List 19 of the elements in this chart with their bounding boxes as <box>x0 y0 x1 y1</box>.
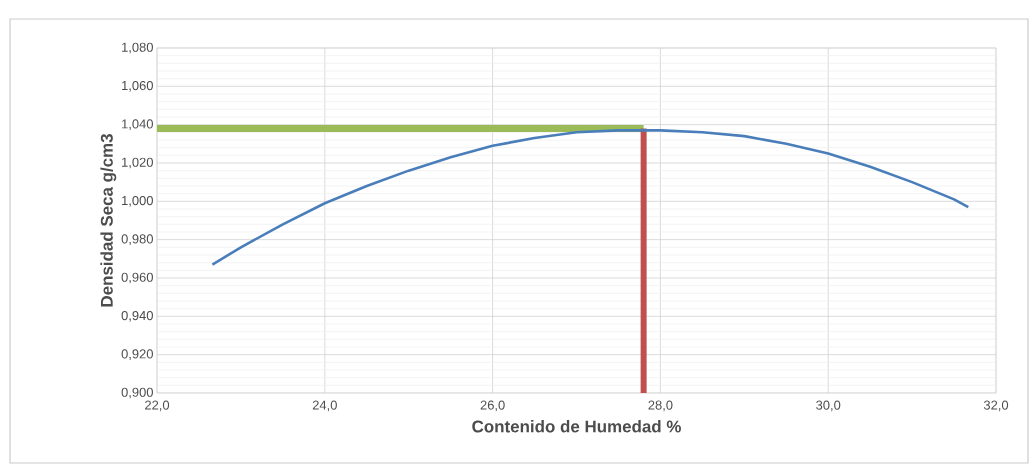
y-tick-label: 1,040 <box>122 119 153 130</box>
x-axis-title: Contenido de Humedad % <box>472 420 681 433</box>
y-tick-label: 1,060 <box>122 80 153 92</box>
x-tick-label: 22,0 <box>145 400 170 412</box>
y-tick-label: 0,920 <box>121 349 153 360</box>
y-tick-label: 1,000 <box>122 195 153 207</box>
x-tick-label: 28,0 <box>648 400 673 412</box>
y-tick-label: 0,960 <box>121 272 153 284</box>
line-series <box>211 129 970 266</box>
x-tick-label: 26,0 <box>480 400 505 412</box>
y-tick-label: 0,980 <box>121 234 153 245</box>
x-tick-label: 24,0 <box>312 400 337 412</box>
y-tick-label: 0,900 <box>121 387 153 399</box>
y-tick-label: 1,020 <box>122 157 153 169</box>
y-tick-label: 1,080 <box>122 42 153 54</box>
x-tick-label: 30,0 <box>816 400 841 412</box>
y-axis-title: Densidad Seca g/cm3 <box>100 134 117 307</box>
x-tick-label: 32,0 <box>983 400 1009 412</box>
y-tick-label: 0,940 <box>121 310 153 322</box>
